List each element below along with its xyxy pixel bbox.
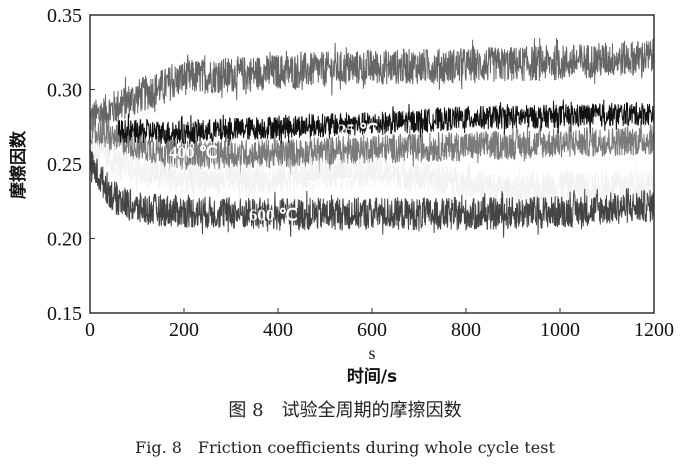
x-tick-label: 1200 — [634, 319, 674, 341]
ticks-layer: 0 200 400 600 800 1000 1200 0.15 0.20 0.25 0.30 0.3… — [47, 5, 674, 341]
series-800C-line — [89, 37, 655, 132]
series-label: 800 ℃ — [366, 83, 415, 102]
x-tick-label: 200 — [169, 319, 199, 341]
x-tick-label: 1000 — [540, 319, 580, 341]
series-label: 25 ℃ — [338, 121, 378, 140]
caption-cn: 图 8 试验全周期的摩擦因数 — [228, 400, 461, 421]
y-axis-title: 摩擦因数 — [8, 130, 29, 199]
series-25C-line — [117, 99, 655, 147]
x-tick-label: 800 — [451, 319, 481, 341]
series-label: 400 ℃ — [169, 143, 218, 162]
y-tick-label: 0.35 — [47, 5, 82, 27]
x-axis-extra-label: s — [368, 343, 375, 363]
x-tick-label: 600 — [357, 319, 387, 341]
series-400C-line — [89, 115, 655, 176]
series-labels: 800 ℃ 25 ℃ 400 ℃ 200 ℃ 600 ℃ — [169, 83, 415, 224]
y-tick-label: 0.25 — [47, 154, 82, 176]
caption-en: Fig. 8 Friction coefficients during whol… — [135, 438, 555, 457]
x-tick-label: 0 — [85, 319, 95, 341]
x-axis-title: 时间/s — [347, 366, 397, 387]
x-tick-label: 400 — [263, 319, 293, 341]
series-label: 200 ℃ — [305, 176, 354, 195]
y-tick-label: 0.15 — [47, 303, 82, 325]
series-label: 600 ℃ — [249, 206, 298, 225]
series-600C-line — [89, 148, 655, 238]
series-layer — [89, 37, 655, 238]
y-tick-label: 0.20 — [47, 229, 82, 251]
y-tick-label: 0.30 — [47, 80, 82, 102]
series-200C-line — [89, 140, 655, 207]
